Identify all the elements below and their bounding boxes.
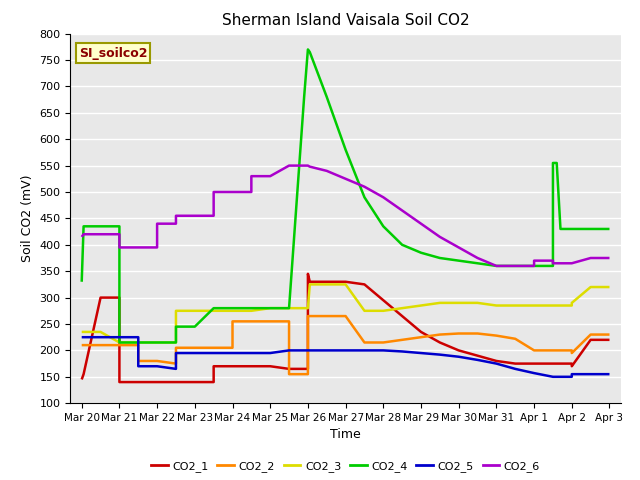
Title: Sherman Island Vaisala Soil CO2: Sherman Island Vaisala Soil CO2 [222,13,469,28]
Legend: CO2_1, CO2_2, CO2_3, CO2_4, CO2_5, CO2_6: CO2_1, CO2_2, CO2_3, CO2_4, CO2_5, CO2_6 [147,457,545,477]
X-axis label: Time: Time [330,429,361,442]
Y-axis label: Soil CO2 (mV): Soil CO2 (mV) [21,175,34,262]
Text: SI_soilco2: SI_soilco2 [79,47,147,60]
